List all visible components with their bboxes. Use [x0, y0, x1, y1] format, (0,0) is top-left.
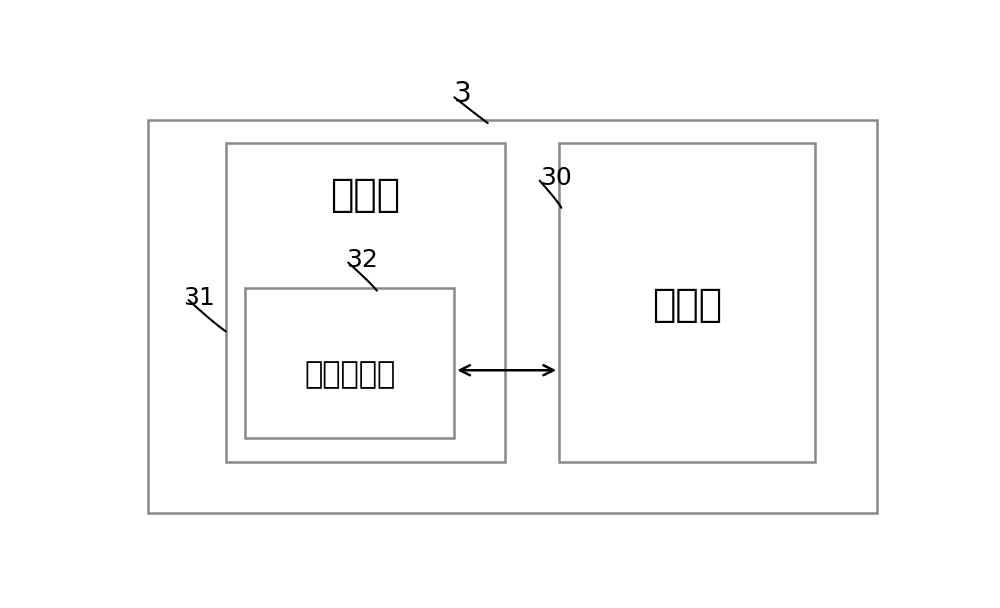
Bar	[148, 120, 877, 513]
Bar	[559, 143, 815, 461]
Text: 存储器: 存储器	[330, 176, 400, 213]
Text: 30: 30	[540, 167, 571, 190]
Bar	[226, 143, 505, 461]
Text: 处理器: 处理器	[652, 286, 722, 323]
Text: 32: 32	[346, 248, 378, 272]
Text: 计算机程序: 计算机程序	[304, 361, 395, 389]
Bar	[245, 288, 454, 438]
Text: 31: 31	[183, 286, 215, 309]
Text: 3: 3	[454, 80, 472, 108]
